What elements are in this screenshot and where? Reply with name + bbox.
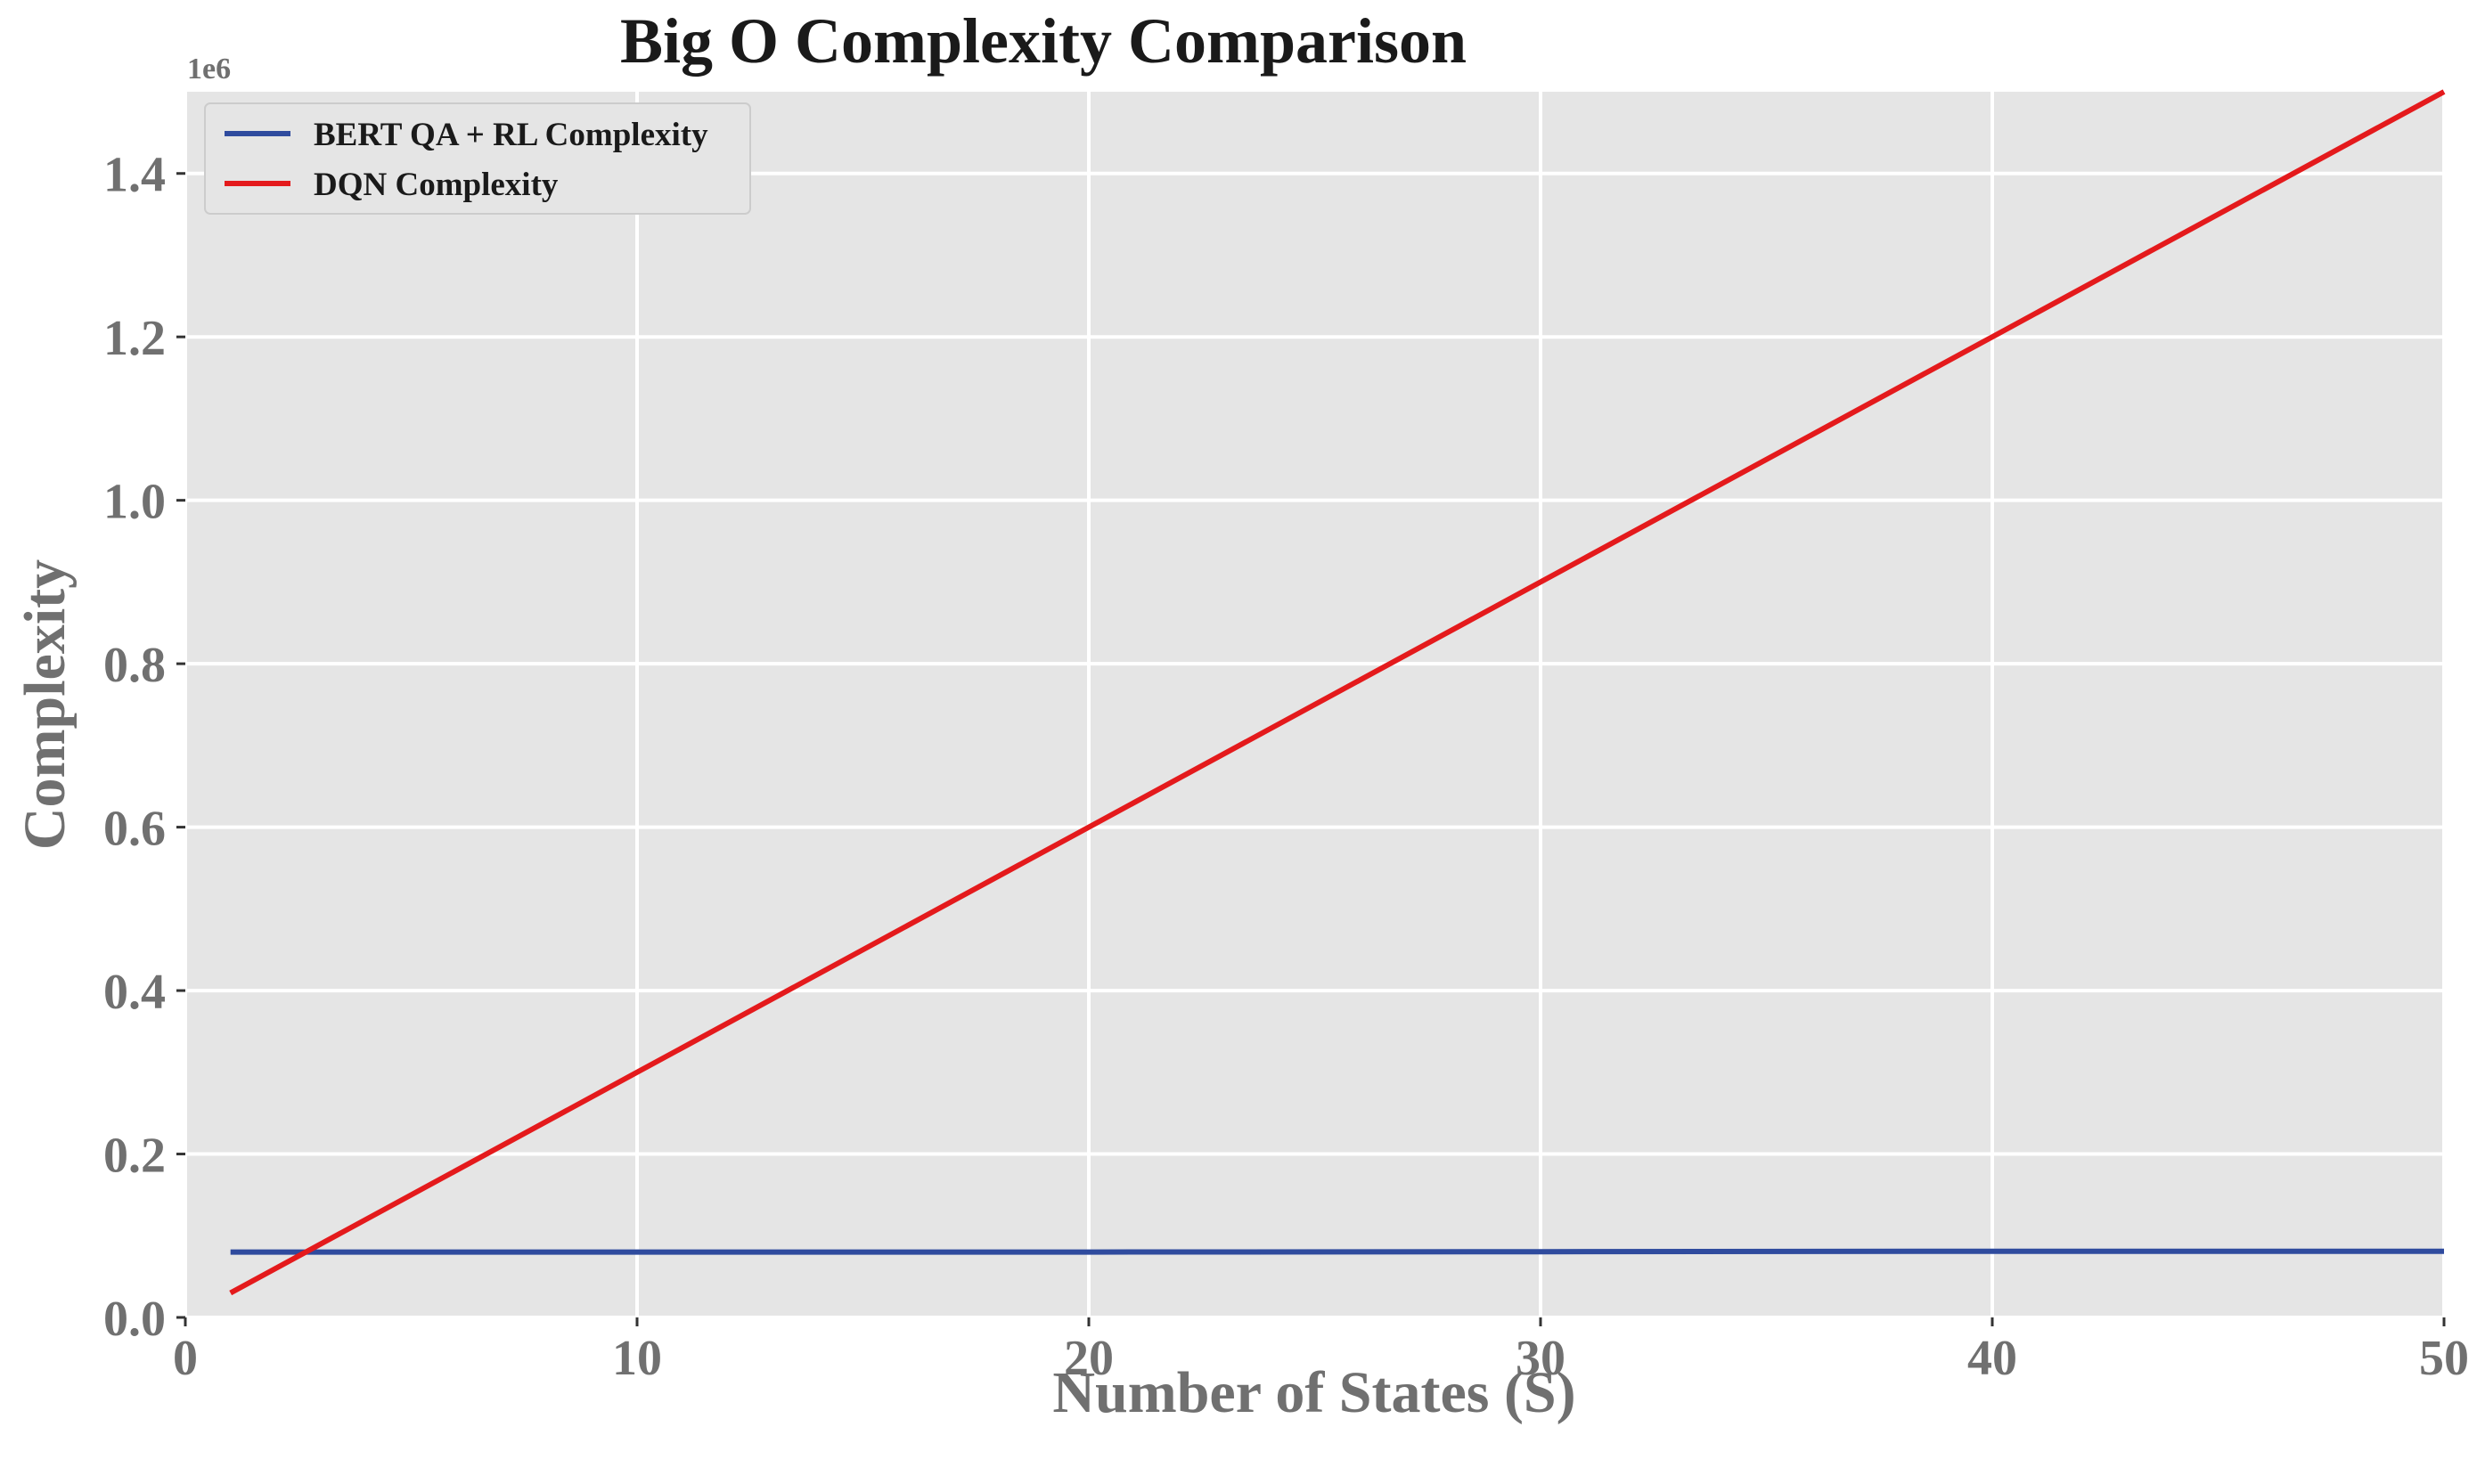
legend-label-bert-qa-rl: BERT QA + RL Complexity	[314, 117, 708, 153]
axes: 0 10 20 30 40 50 0.0 0.2 0.4 0.6 0.8 1.0 1.2 1.4	[103, 148, 2469, 1386]
x-tick-label: 10	[612, 1331, 662, 1386]
legend: BERT QA + RL Complexity DQN Complexity	[204, 102, 751, 215]
y-axis-label: Complexity	[12, 559, 78, 850]
y-tick-label: 0.6	[103, 802, 166, 857]
y-tick-label: 1.4	[103, 148, 166, 203]
x-tick-label: 40	[1967, 1331, 2017, 1386]
legend-label-dqn: DQN Complexity	[314, 167, 559, 203]
series-line-1	[229, 89, 2446, 1296]
y-tick-label: 0.4	[103, 965, 166, 1020]
x-tick-label: 30	[1516, 1331, 1565, 1386]
grid-lines	[184, 92, 2446, 1319]
chart-title: Big O Complexity Comparison	[620, 5, 1467, 77]
y-offset-label: 1e6	[187, 53, 231, 86]
y-tick-label: 0.2	[103, 1129, 166, 1184]
y-tick-label: 0.0	[103, 1292, 166, 1347]
y-tick-label: 1.2	[103, 311, 166, 366]
x-axis-label: Number of States (S)	[1052, 1360, 1575, 1425]
y-tick-label: 1.0	[103, 475, 166, 530]
y-tick-label: 0.8	[103, 638, 166, 693]
legend-box	[204, 102, 751, 215]
x-tick-label: 20	[1064, 1331, 1114, 1386]
x-tick-label: 50	[2419, 1331, 2469, 1386]
x-tick-label: 0	[173, 1331, 198, 1386]
series-lines	[229, 89, 2446, 1296]
